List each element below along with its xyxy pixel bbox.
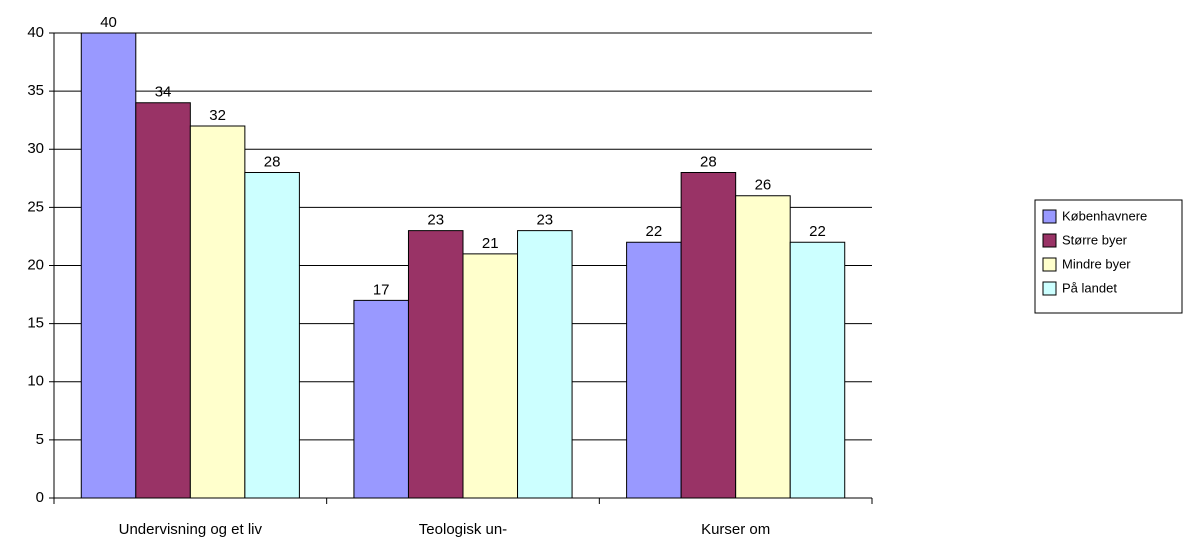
value-label: 26 — [755, 177, 772, 194]
value-label: 34 — [155, 84, 172, 101]
y-tick-label: 35 — [27, 82, 44, 99]
bar — [244, 172, 300, 499]
value-label: 22 — [646, 223, 663, 240]
bar — [517, 230, 573, 499]
value-label: 23 — [427, 212, 444, 229]
legend-swatch — [1042, 209, 1057, 224]
legend-swatch — [1042, 257, 1057, 272]
value-label: 40 — [100, 14, 117, 31]
y-tick-label: 15 — [27, 315, 44, 332]
value-label: 17 — [373, 281, 390, 298]
value-label: 23 — [536, 212, 553, 229]
x-tick-label: Kurser om — [701, 521, 770, 538]
bar — [353, 299, 409, 499]
y-tick-label: 30 — [27, 140, 44, 157]
value-label: 28 — [700, 153, 717, 170]
legend-label: Københavnere — [1062, 208, 1147, 223]
legend-label: Større byer — [1062, 232, 1128, 247]
bar — [80, 32, 137, 499]
legend-box — [1034, 199, 1183, 314]
legend: Københavnere Større byer Mindre byer På lan… — [1034, 199, 1183, 314]
bar — [680, 172, 737, 499]
value-label: 32 — [209, 107, 226, 124]
y-tick-label: 10 — [27, 373, 44, 390]
y-tick-label: 5 — [36, 431, 44, 448]
x-tick-label: Teologisk un- — [419, 521, 507, 538]
bar — [407, 230, 464, 499]
legend-swatch — [1042, 233, 1057, 248]
value-label: 21 — [482, 235, 499, 252]
bar — [735, 195, 791, 499]
x-tick-label: Undervisning og et liv — [119, 521, 263, 538]
y-tick-label: 0 — [36, 489, 44, 506]
bar — [135, 102, 191, 499]
legend-label: Mindre byer — [1062, 256, 1131, 271]
y-tick-label: 20 — [27, 256, 44, 273]
bar — [189, 125, 246, 499]
value-label: 28 — [264, 153, 281, 170]
legend-label: På landet — [1062, 280, 1117, 295]
bar — [789, 241, 846, 499]
value-label: 22 — [809, 223, 826, 240]
bar — [462, 253, 519, 499]
bar — [626, 241, 682, 499]
y-tick-label: 25 — [27, 198, 44, 215]
legend-swatch — [1042, 281, 1057, 296]
y-tick-label: 40 — [27, 24, 44, 41]
